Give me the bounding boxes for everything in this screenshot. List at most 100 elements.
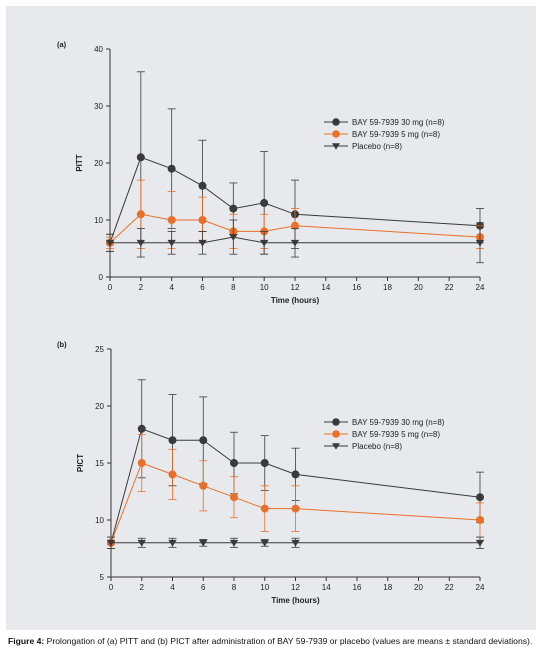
y-tick-label: 15 bbox=[95, 459, 104, 468]
data-point bbox=[291, 504, 300, 513]
data-point bbox=[168, 436, 177, 445]
data-point bbox=[476, 516, 484, 524]
data-point bbox=[229, 234, 238, 241]
x-tick-label: 24 bbox=[476, 583, 485, 592]
data-point bbox=[167, 216, 176, 224]
data-point bbox=[137, 539, 146, 547]
data-point bbox=[136, 153, 145, 162]
x-tick-label: 8 bbox=[231, 283, 236, 292]
x-axis-title: Time (hours) bbox=[271, 596, 320, 605]
figure-panel bbox=[6, 6, 536, 630]
data-point bbox=[260, 539, 269, 547]
legend-marker bbox=[332, 143, 340, 150]
panel-label: (a) bbox=[57, 40, 67, 49]
data-point bbox=[229, 539, 239, 547]
x-tick-label: 12 bbox=[291, 283, 300, 292]
x-tick-label: 18 bbox=[383, 583, 392, 592]
y-tick-label: 10 bbox=[95, 516, 104, 525]
data-point bbox=[260, 198, 269, 207]
y-tick-label: 20 bbox=[95, 402, 104, 411]
x-axis-title: Time (hours) bbox=[271, 296, 320, 305]
series-3 bbox=[106, 536, 485, 549]
legend-marker bbox=[332, 130, 340, 138]
data-point bbox=[168, 470, 177, 479]
y-tick-label: 20 bbox=[94, 159, 103, 168]
data-point bbox=[198, 239, 207, 247]
x-tick-label: 4 bbox=[170, 583, 175, 592]
legend-label: Placebo (n=8) bbox=[352, 142, 402, 151]
x-tick-label: 22 bbox=[445, 583, 454, 592]
x-tick-label: 20 bbox=[414, 283, 423, 292]
x-tick-label: 10 bbox=[260, 583, 269, 592]
x-tick-label: 0 bbox=[109, 583, 114, 592]
caption-text: Prolongation of (a) PITT and (b) PICT af… bbox=[44, 636, 533, 646]
data-point bbox=[475, 539, 485, 547]
data-point bbox=[198, 216, 207, 224]
series-line bbox=[110, 428, 481, 543]
data-point bbox=[198, 181, 207, 190]
data-point bbox=[291, 539, 300, 547]
series-line bbox=[109, 213, 481, 244]
x-tick-label: 0 bbox=[108, 283, 113, 292]
y-tick-label: 5 bbox=[100, 573, 105, 582]
y-tick-label: 0 bbox=[99, 273, 104, 282]
x-tick-label: 2 bbox=[139, 283, 144, 292]
legend-marker bbox=[332, 118, 340, 126]
data-point bbox=[230, 459, 238, 467]
data-point bbox=[167, 164, 176, 173]
data-point bbox=[291, 221, 299, 230]
series-line bbox=[110, 462, 481, 543]
data-point bbox=[230, 493, 238, 502]
y-axis-title: PITT bbox=[75, 154, 84, 171]
x-tick-label: 16 bbox=[353, 583, 362, 592]
data-point bbox=[259, 239, 269, 247]
y-tick-label: 10 bbox=[94, 216, 103, 225]
data-point bbox=[291, 470, 300, 479]
x-tick-label: 22 bbox=[445, 283, 454, 292]
x-tick-label: 14 bbox=[322, 583, 331, 592]
y-tick-label: 40 bbox=[94, 45, 103, 54]
legend-label: BAY 59-7939 5 mg (n=8) bbox=[352, 430, 440, 439]
legend-marker bbox=[332, 430, 340, 438]
data-point bbox=[136, 210, 145, 219]
data-point bbox=[199, 539, 208, 547]
series-3 bbox=[105, 219, 485, 264]
figure-caption: Figure 4: Prolongation of (a) PITT and (… bbox=[8, 636, 536, 647]
series-line bbox=[110, 236, 480, 244]
x-tick-label: 10 bbox=[260, 283, 269, 292]
x-tick-label: 4 bbox=[169, 283, 174, 292]
x-tick-label: 6 bbox=[200, 283, 205, 292]
data-point bbox=[136, 239, 146, 247]
data-point bbox=[137, 424, 146, 433]
legend-label: BAY 59-7939 5 mg (n=8) bbox=[352, 130, 440, 139]
data-point bbox=[106, 539, 116, 547]
y-tick-label: 25 bbox=[95, 345, 104, 354]
data-point bbox=[199, 481, 208, 490]
data-point bbox=[229, 204, 238, 213]
series-line bbox=[109, 156, 481, 243]
x-tick-label: 6 bbox=[201, 583, 206, 592]
data-point bbox=[476, 493, 484, 502]
data-point bbox=[260, 459, 269, 467]
legend-marker bbox=[332, 443, 340, 450]
data-point bbox=[475, 239, 485, 247]
caption-label: Figure 4: bbox=[8, 636, 45, 646]
x-tick-label: 2 bbox=[140, 583, 145, 592]
legend-label: Placebo (n=8) bbox=[352, 442, 402, 451]
y-axis-title: PICT bbox=[76, 454, 85, 472]
x-tick-label: 8 bbox=[232, 583, 237, 592]
legend-marker bbox=[332, 418, 340, 426]
data-point bbox=[167, 239, 176, 247]
x-tick-label: 20 bbox=[414, 583, 423, 592]
x-tick-label: 16 bbox=[352, 283, 361, 292]
panel-label: (b) bbox=[57, 340, 67, 349]
x-tick-label: 24 bbox=[476, 283, 485, 292]
x-tick-label: 12 bbox=[291, 583, 300, 592]
data-point bbox=[137, 459, 146, 467]
data-point bbox=[199, 436, 208, 445]
data-point bbox=[290, 239, 300, 247]
